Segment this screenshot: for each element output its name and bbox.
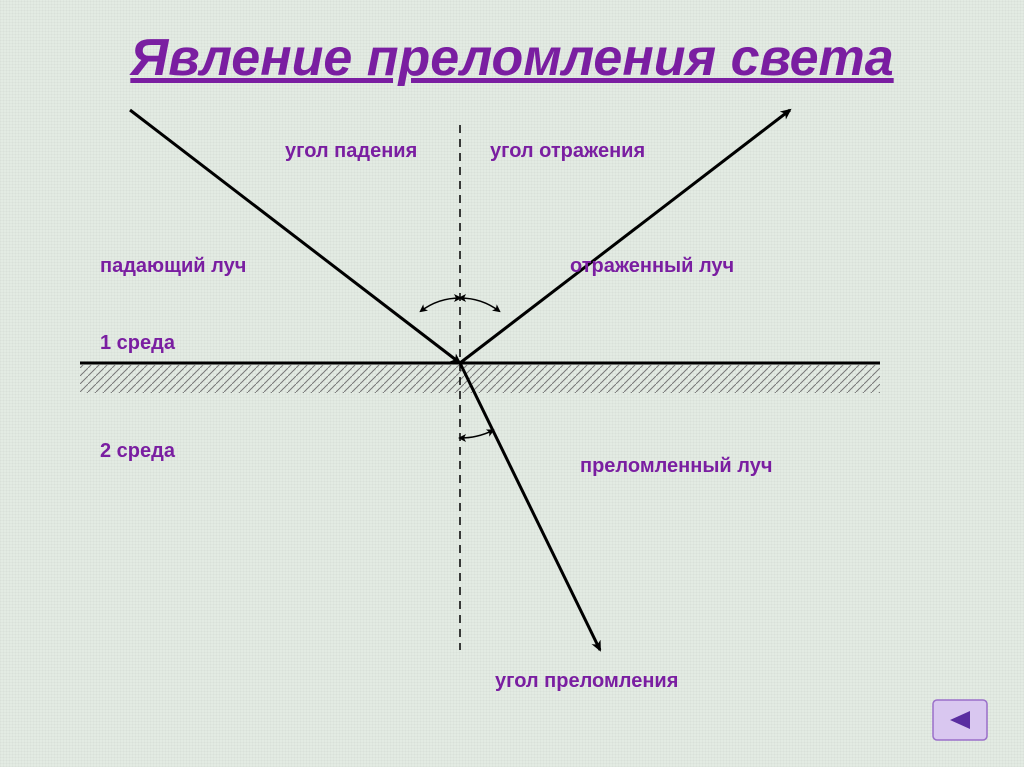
label-reflected-ray: отраженный луч bbox=[570, 255, 734, 278]
label-angle-refraction: угол преломления bbox=[495, 670, 678, 693]
label-refracted-ray: преломленный луч bbox=[580, 455, 772, 478]
refraction-diagram bbox=[0, 0, 1024, 767]
angle-arc-reflection bbox=[460, 298, 499, 311]
label-medium1: 1 среда bbox=[100, 332, 175, 355]
label-angle-incidence: угол падения bbox=[285, 140, 417, 163]
nav-prev-icon bbox=[932, 699, 988, 741]
hatch-band bbox=[80, 365, 880, 393]
angle-arc-incidence bbox=[421, 298, 460, 311]
angle-arc-refraction bbox=[460, 430, 493, 438]
prev-slide-button[interactable] bbox=[932, 699, 988, 741]
label-medium2: 2 среда bbox=[100, 440, 175, 463]
slide: Явление преломления света угол падения bbox=[0, 0, 1024, 767]
label-angle-reflection: угол отражения bbox=[490, 140, 645, 163]
label-incident-ray: падающий луч bbox=[100, 255, 246, 278]
refracted-ray bbox=[460, 363, 600, 650]
